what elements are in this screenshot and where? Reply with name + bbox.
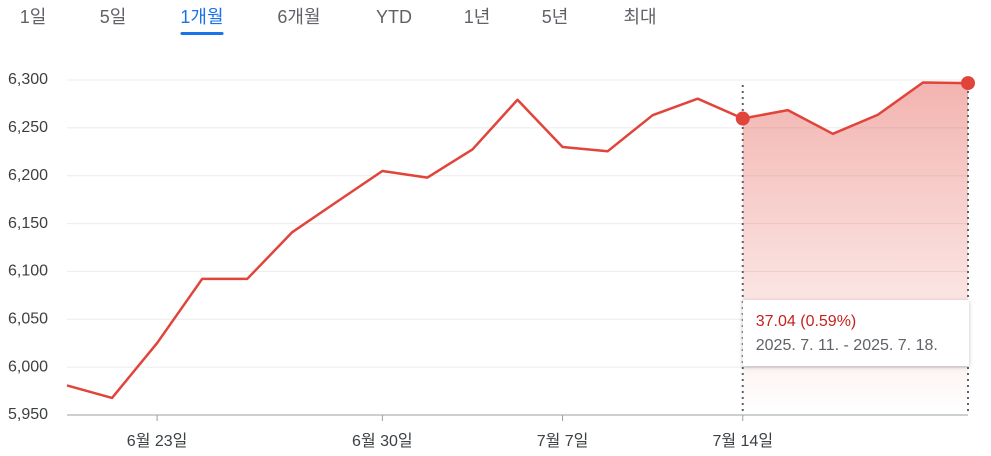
- y-tick-label: 6,250: [8, 119, 48, 136]
- tooltip-change: 37.04 (0.59%): [756, 313, 857, 330]
- y-tick-label: 6,000: [8, 358, 48, 375]
- range-tab[interactable]: 최대: [623, 7, 656, 27]
- tooltip-range: 2025. 7. 11. - 2025. 7. 18.: [756, 337, 938, 354]
- price-line: [66, 81, 969, 400]
- y-tick-label: 5,950: [8, 406, 48, 423]
- range-tab[interactable]: 5일: [100, 7, 127, 27]
- range-tab[interactable]: 1개월: [180, 7, 223, 27]
- range-tabs: 1일 5일 1개월 6개월 YTD 1년 5년 최대: [20, 7, 657, 35]
- range-tab[interactable]: 1일: [20, 7, 47, 27]
- y-tick-label: 6,150: [8, 215, 48, 232]
- tooltip: 37.04 (0.59%) 2025. 7. 11. - 2025. 7. 18.: [742, 300, 969, 366]
- x-tick-label: 7월 14일: [712, 432, 773, 450]
- range-tab[interactable]: YTD: [376, 7, 412, 27]
- y-tick-label: 6,100: [8, 263, 48, 280]
- y-tick-label: 6,050: [8, 311, 48, 328]
- active-tab-indicator: [180, 32, 224, 35]
- x-tick-label: 7월 7일: [537, 432, 589, 450]
- tooltip-box: [742, 300, 969, 366]
- range-tab[interactable]: 5년: [542, 7, 569, 27]
- range-tab[interactable]: 1년: [464, 7, 491, 27]
- x-tick-label: 6월 23일: [127, 432, 188, 450]
- range-tab[interactable]: 6개월: [277, 7, 320, 27]
- x-tick-label: 6월 30일: [352, 432, 413, 450]
- y-tick-label: 6,200: [8, 167, 48, 184]
- range-point: [735, 111, 750, 126]
- y-tick-label: 6,300: [8, 71, 48, 88]
- range-point: [961, 76, 975, 91]
